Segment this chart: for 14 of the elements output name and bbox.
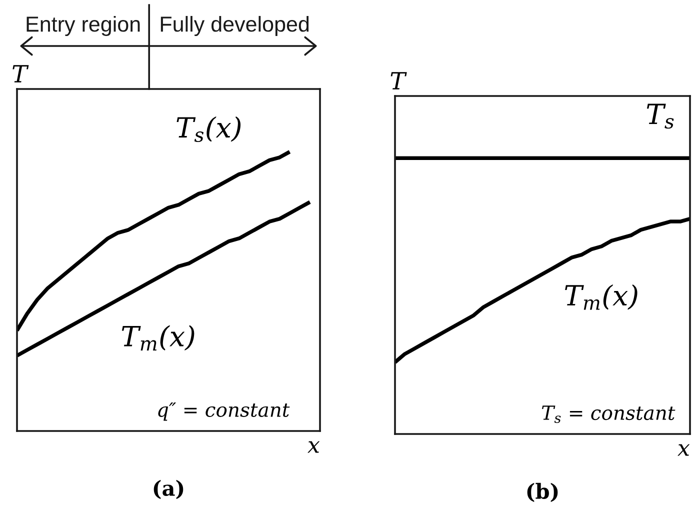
annotation: T$_{s}$ = constant [542, 406, 676, 424]
series-label: T$_{s}$ [646, 104, 674, 129]
text: (b) [527, 482, 558, 502]
x-axis-title: x [678, 444, 690, 456]
text: Fully developed [160, 16, 309, 36]
y-axis-title: T [12, 65, 29, 82]
y-axis-title: T [390, 72, 407, 90]
series-label: T$_{m}$(x) [122, 325, 194, 351]
annotation: q″ = constant [158, 402, 290, 421]
x-axis-title: x [308, 441, 320, 453]
series-label: T$_{m}$(x) [565, 284, 638, 310]
text: Entry region [26, 16, 140, 36]
text: (a) [154, 480, 184, 499]
series-label: T$_{s}$(x) [176, 116, 240, 142]
